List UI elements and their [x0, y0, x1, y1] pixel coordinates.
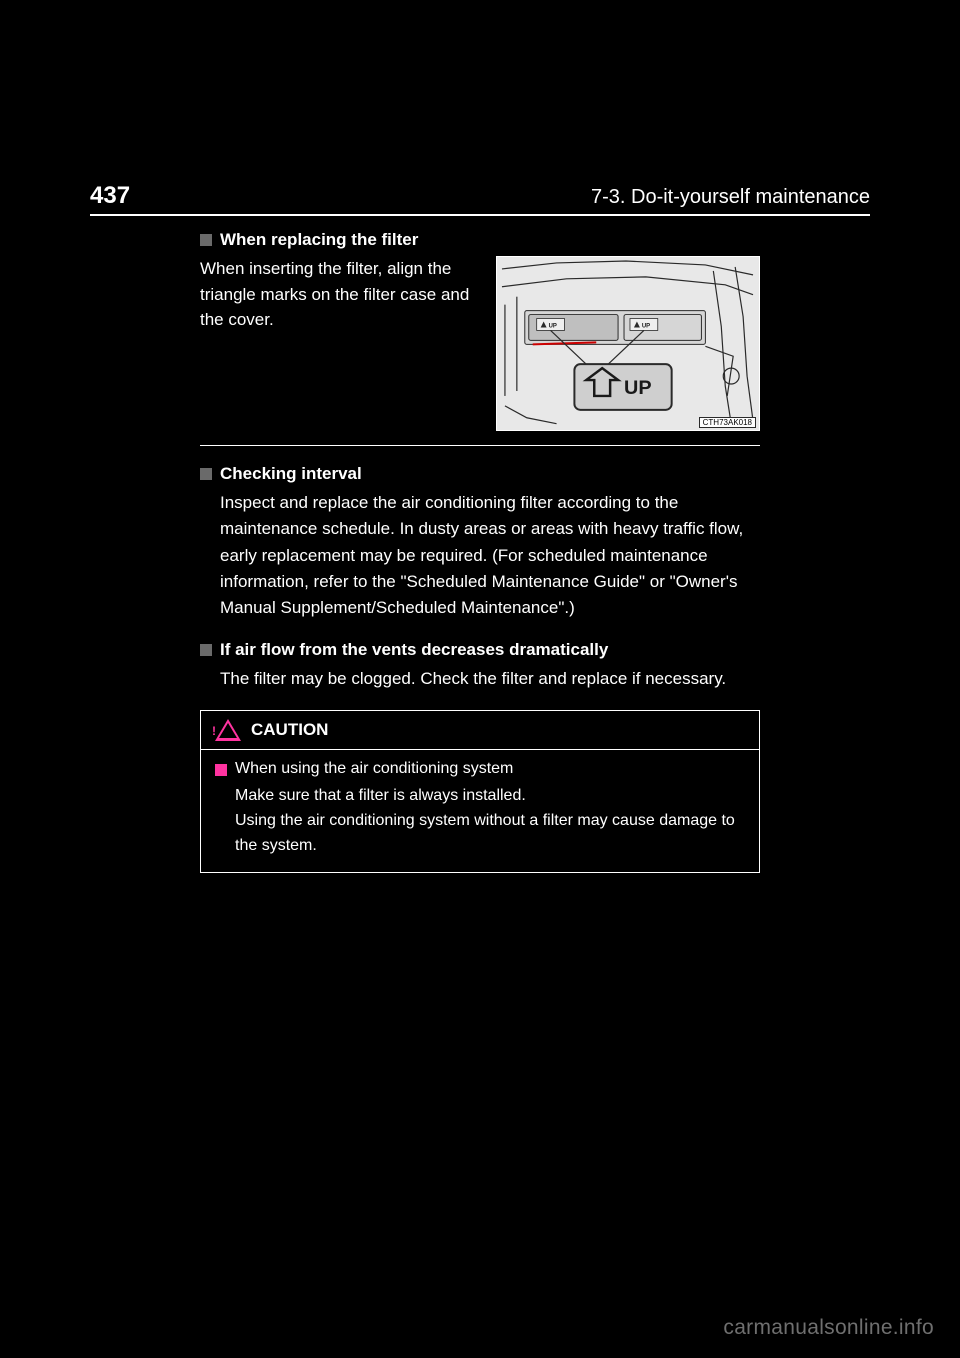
caution-box: ! CAUTION When using the air conditionin… [200, 710, 760, 873]
bullet-square-pink-icon [215, 764, 227, 776]
illustration-svg: UP UP UP [497, 257, 759, 431]
manual-page: 437 7-3. Do-it-yourself maintenance When… [0, 0, 960, 1358]
caution-triangle-icon: ! [215, 719, 241, 741]
text-image-row: When inserting the filter, align the tri… [200, 256, 760, 431]
caution-text: Make sure that a filter is always instal… [235, 784, 745, 858]
bullet-square-icon [200, 234, 212, 246]
caution-subheading: When using the air conditioning system [235, 760, 513, 778]
bullet-square-icon [200, 644, 212, 656]
section-heading-text: Checking interval [220, 464, 362, 484]
bullet-square-icon [200, 468, 212, 480]
header-divider [90, 214, 870, 216]
content-area: When replacing the filter When inserting… [200, 230, 760, 873]
section-header-text: 7-3. Do-it-yourself maintenance [591, 186, 870, 209]
page-header: 437 7-3. Do-it-yourself maintenance [90, 182, 870, 210]
section1-body: When inserting the filter, align the tri… [200, 256, 478, 431]
section2-body: Inspect and replace the air conditioning… [220, 490, 760, 622]
caution-header: ! CAUTION [201, 711, 759, 749]
section-divider [200, 445, 760, 446]
illustration-code: CTH73AK018 [699, 417, 756, 428]
section-heading-text: When replacing the filter [220, 230, 418, 250]
filter-illustration: UP UP UP [496, 256, 760, 431]
caution-body: When using the air conditioning system M… [201, 750, 759, 872]
section3-body: The filter may be clogged. Check the fil… [220, 666, 760, 692]
section-heading-text: If air flow from the vents decreases dra… [220, 640, 608, 660]
up-label-small-1: UP [549, 323, 557, 329]
page-number: 437 [90, 182, 130, 210]
section-heading-check-interval: Checking interval [200, 464, 760, 484]
up-label-small-2: UP [642, 323, 650, 329]
section-heading-airflow-decrease: If air flow from the vents decreases dra… [200, 640, 760, 660]
caution-subheading-row: When using the air conditioning system [215, 760, 745, 778]
caution-title: CAUTION [251, 720, 328, 740]
watermark-text: carmanualsonline.info [723, 1316, 934, 1340]
up-callout-label: UP [624, 377, 652, 399]
section-heading-replace-filter: When replacing the filter [200, 230, 760, 250]
